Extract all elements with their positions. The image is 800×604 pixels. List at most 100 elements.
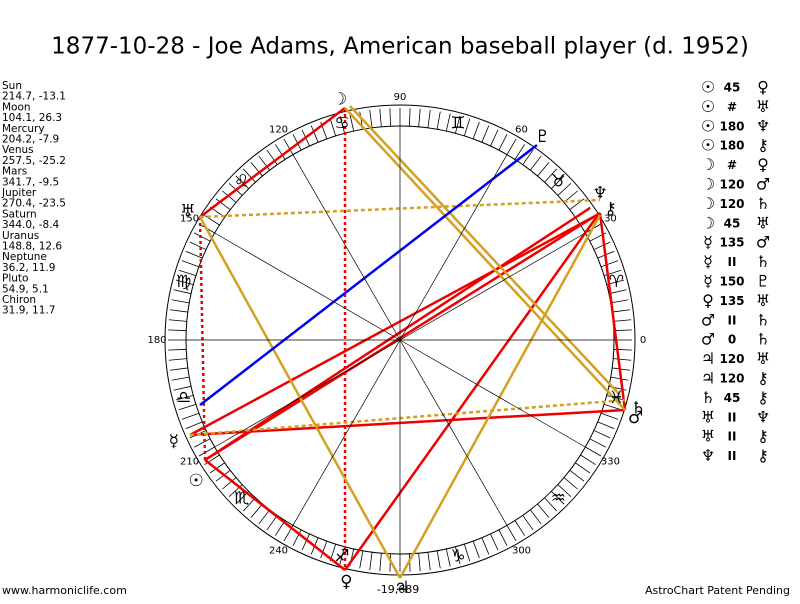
aspect-line	[189, 213, 598, 437]
aspect-planet: ⚷	[757, 388, 769, 407]
aspect-planet: ♃	[701, 369, 715, 388]
aspect-planet: ♃	[701, 349, 715, 368]
ring-tick	[283, 138, 294, 155]
ring-tick	[369, 552, 373, 571]
ring-tick	[169, 309, 188, 313]
ring-tick	[329, 118, 337, 137]
ring-tick	[585, 446, 602, 457]
ring-tick	[544, 497, 558, 512]
aspect-type: 135	[719, 294, 744, 308]
aspect-planet: ♆	[756, 116, 770, 135]
ring-tick	[613, 329, 632, 332]
sign-glyph: ♎	[176, 388, 191, 408]
degree-label: 30	[604, 214, 617, 225]
planet-name: Saturn	[2, 208, 37, 220]
ring-tick	[514, 144, 525, 160]
aspect-planet: ☉	[701, 136, 715, 155]
aspect-type: 120	[719, 352, 744, 366]
degree-label: 210	[180, 457, 199, 468]
ring-tick	[379, 108, 382, 127]
planet-name: Neptune	[2, 251, 47, 263]
ring-tick	[235, 175, 249, 189]
ring-tick	[222, 190, 237, 203]
planet-glyph: ♇	[535, 127, 550, 147]
aspect-planet: ☽	[701, 155, 715, 174]
title: 1877-10-28 - Joe Adams, American basebal…	[51, 34, 749, 60]
ring-tick	[168, 358, 187, 361]
degree-label: 0	[640, 335, 646, 346]
aspect-planet: ♅	[756, 213, 770, 232]
ring-tick	[603, 403, 622, 411]
ring-tick	[194, 438, 211, 448]
house-spoke	[399, 339, 586, 448]
ring-tick	[472, 121, 480, 140]
aspect-line	[199, 107, 346, 218]
sign-glyph: ♌	[234, 172, 249, 192]
degree-label: 180	[147, 335, 166, 346]
ring-tick	[181, 412, 200, 420]
aspect-planet: ♄	[756, 194, 770, 213]
ring-tick	[608, 289, 627, 295]
ring-tick	[173, 289, 192, 295]
degree-label: 150	[180, 214, 199, 225]
aspect-planet: ♂	[756, 175, 770, 194]
outer-ring	[164, 104, 636, 576]
degree-label: 120	[269, 125, 288, 136]
aspect-type: 180	[719, 139, 744, 153]
aspect-planet: ☽	[701, 175, 715, 194]
ring-tick	[168, 329, 187, 332]
code: -19,689	[377, 583, 419, 596]
aspect-planet: ♂	[756, 233, 770, 252]
aspect-planet: ⚷	[757, 427, 769, 446]
ring-tick	[369, 109, 373, 128]
ring-tick	[301, 533, 310, 551]
ring-tick	[436, 550, 441, 569]
house-spoke	[214, 232, 401, 341]
planet-name: Sun	[2, 80, 22, 92]
ring-tick	[292, 529, 302, 546]
aspect-planet: ☿	[703, 252, 713, 271]
planet-coords: 31.9, 11.7	[2, 305, 55, 317]
ring-tick	[171, 376, 190, 381]
aspect-planet: ♀	[757, 78, 769, 97]
planet-name: Mercury	[2, 123, 45, 135]
ring-tick	[171, 299, 190, 304]
aspect-line	[344, 107, 626, 411]
ring-tick	[514, 520, 525, 536]
aspect-type: #	[727, 158, 737, 172]
sign-glyph: ♓	[609, 388, 624, 408]
planet-coords: 148.8, 12.6	[2, 241, 62, 253]
aspect-line	[204, 206, 591, 462]
ring-tick	[490, 533, 499, 551]
aspect-planet: ♅	[701, 427, 715, 446]
ring-tick	[194, 232, 211, 242]
notice: AstroChart Patent Pending	[645, 584, 790, 597]
planet-coords: 204.2, -7.9	[2, 134, 59, 146]
ring-tick	[612, 367, 631, 371]
ring-tick	[436, 111, 441, 130]
ring-tick	[266, 515, 278, 531]
ring-tick	[250, 162, 263, 177]
ring-tick	[349, 113, 355, 132]
ring-tick	[593, 241, 611, 250]
aspect-line	[398, 214, 602, 579]
ring-tick	[250, 503, 263, 518]
aspect-type: 120	[719, 372, 744, 386]
planet-glyph: ♃	[394, 578, 409, 598]
ring-tick	[310, 125, 319, 143]
aspect-planet: ♅	[756, 291, 770, 310]
planet-coords: 341.7, -9.5	[2, 176, 59, 188]
ring-tick	[522, 149, 534, 165]
ring-tick	[557, 182, 572, 196]
aspect-planet: ♂	[701, 330, 715, 349]
ring-tick	[178, 403, 197, 411]
aspect-planet: ⚷	[757, 136, 769, 155]
ring-tick	[506, 138, 517, 155]
site: www.harmoniclife.com	[2, 584, 127, 597]
house-spoke	[214, 339, 401, 448]
sign-glyph: ♊	[450, 114, 465, 134]
ring-tick	[537, 503, 550, 518]
ring-tick	[463, 543, 471, 562]
ring-tick	[597, 421, 615, 430]
ring-tick	[339, 546, 345, 565]
